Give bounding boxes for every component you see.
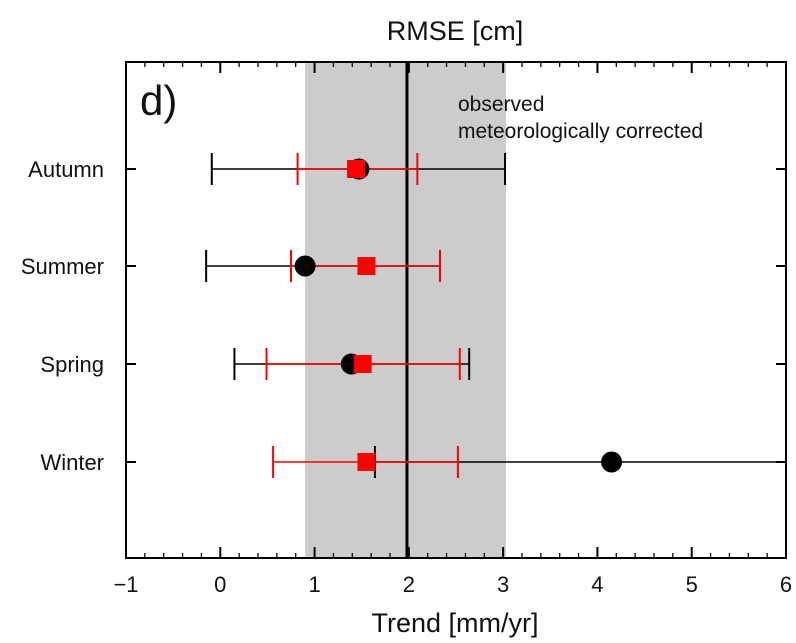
x-axis-label: Trend [mm/yr] <box>371 608 538 638</box>
point-meteorologically-corrected <box>357 453 376 471</box>
x-tick-label: −1 <box>113 572 138 597</box>
legend-meteorologically-corrected: meteorologically corrected <box>458 120 703 143</box>
point-meteorologically-corrected <box>353 355 372 373</box>
x-tick-label: 0 <box>214 572 226 597</box>
x-tick-label: 4 <box>591 572 603 597</box>
x-tick-label: 6 <box>780 572 792 597</box>
category-label-autumn: Autumn <box>28 157 104 182</box>
category-label-winter: Winter <box>40 450 104 475</box>
point-observed <box>294 255 316 277</box>
x-tick-label: 3 <box>497 572 509 597</box>
category-label-spring: Spring <box>40 352 104 377</box>
point-meteorologically-corrected <box>347 160 366 178</box>
category-label-summer: Summer <box>21 254 104 279</box>
x-tick-label: 2 <box>403 572 415 597</box>
plot-frame <box>125 61 787 559</box>
point-observed <box>601 451 623 473</box>
panel-label: d) <box>140 77 177 124</box>
chart-title: RMSE [cm] <box>387 16 524 46</box>
point-meteorologically-corrected <box>357 257 376 275</box>
legend-observed: observed <box>458 93 544 116</box>
x-tick-label: 5 <box>686 572 698 597</box>
x-tick-label: 1 <box>308 572 320 597</box>
